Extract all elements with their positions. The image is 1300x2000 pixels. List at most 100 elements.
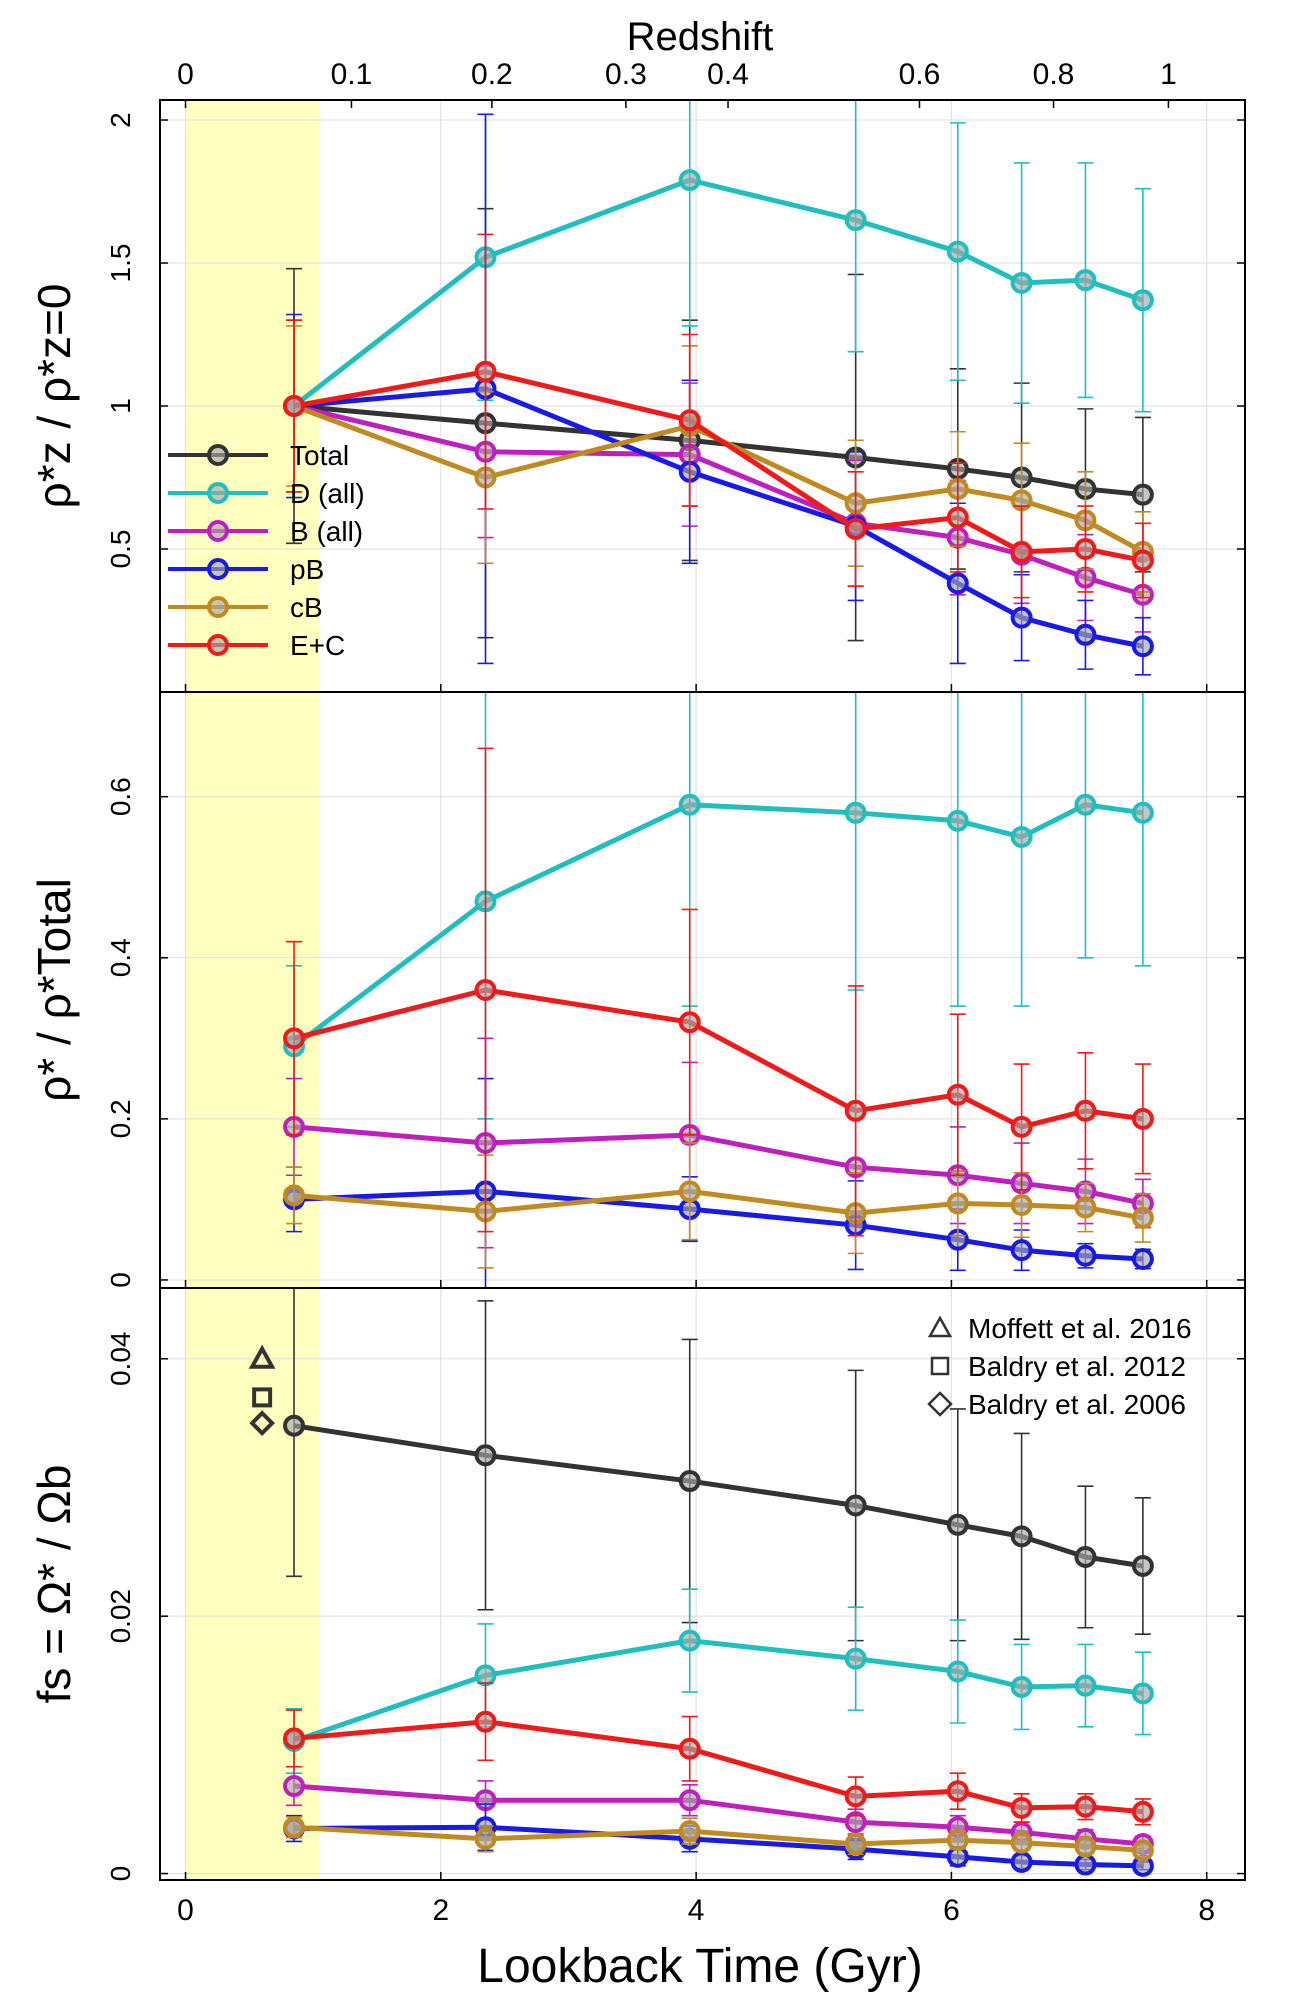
x-tick-label: 2	[432, 1894, 449, 1927]
series-e-c	[283, 1682, 1154, 1826]
data-point	[678, 1789, 701, 1812]
panel-top: 0.5 1 1.5 2 Total D (all) B (all) pB cB E+C ρ*z / …	[28, 99, 1246, 693]
data-point	[678, 1737, 701, 1760]
y-tick-label: 0.04	[105, 1332, 136, 1387]
x-axis-label: Lookback Time (Gyr)	[477, 1940, 922, 1993]
series-cb	[283, 1816, 1154, 1862]
data-point	[474, 1664, 497, 1687]
y-tick-label: 0.5	[105, 530, 136, 569]
data-point	[1074, 1545, 1097, 1568]
redshift-tick-label: 0.1	[331, 58, 373, 91]
y-tick-label: 1.5	[105, 244, 136, 283]
data-point	[1010, 1115, 1033, 1138]
legend-label: Moffett et al. 2016	[968, 1313, 1192, 1344]
data-point	[946, 506, 969, 529]
series-line	[293, 1719, 1144, 1815]
data-point	[1131, 1107, 1154, 1130]
data-point	[1010, 1525, 1033, 1548]
y-tick-label: 0.4	[105, 938, 136, 977]
data-point	[946, 240, 969, 263]
series-line	[293, 1423, 1144, 1569]
legend-label: E+C	[290, 630, 345, 661]
data-point	[1131, 1206, 1154, 1229]
legend: Total D (all) B (all) pB cB E+C	[168, 440, 365, 661]
data-point	[1010, 1239, 1033, 1262]
y-axis-label: fs = Ω* / Ωb	[28, 1465, 80, 1704]
data-point	[1074, 1244, 1097, 1267]
data-point	[474, 360, 497, 383]
data-point	[844, 1494, 867, 1517]
data-point	[1010, 1831, 1033, 1854]
data-point	[1074, 623, 1097, 646]
data-point	[1131, 1554, 1154, 1577]
data-point	[1131, 289, 1154, 312]
data-point	[946, 1829, 969, 1852]
data-point	[844, 1099, 867, 1122]
series-line	[293, 403, 1144, 598]
redshift-tick-label: 0.6	[899, 58, 941, 91]
legend-label: B (all)	[290, 516, 363, 547]
data-point	[1010, 1850, 1033, 1873]
data-point	[946, 1192, 969, 1215]
x-tick-label: 0	[177, 1894, 194, 1927]
data-point	[1131, 1839, 1154, 1862]
data-point	[1074, 1795, 1097, 1818]
legend-diamond-icon	[927, 1391, 953, 1417]
data-point	[474, 1827, 497, 1850]
y-tick-label: 0.2	[105, 1099, 136, 1138]
data-point	[678, 1820, 701, 1843]
x-tick-label: 8	[1198, 1894, 1215, 1927]
data-point	[1074, 1099, 1097, 1122]
data-point	[844, 1785, 867, 1808]
data-point	[1131, 1248, 1154, 1271]
ref-point-square	[252, 1387, 273, 1408]
y-tick-label: 2	[105, 112, 136, 128]
x-tick-label: 4	[688, 1894, 705, 1927]
data-point	[1010, 1194, 1033, 1217]
legend-marker	[207, 482, 229, 504]
series-e-c	[283, 233, 1154, 599]
legend-label: pB	[290, 554, 324, 585]
data-point	[678, 169, 701, 192]
legend-label: Baldry et al. 2012	[968, 1351, 1186, 1382]
data-point	[678, 409, 701, 432]
series-line	[293, 987, 1144, 1130]
data-point	[946, 1083, 969, 1106]
data-point	[946, 1780, 969, 1803]
redshift-tick-label: 0	[177, 58, 194, 91]
ref-point-diamond	[249, 1410, 275, 1436]
reference-legend: Moffett et al. 2016 Baldry et al. 2012 Bal…	[927, 1313, 1192, 1420]
redshift-tick-label: 0.4	[707, 58, 749, 91]
data-point	[946, 1513, 969, 1536]
y-tick-label: 0	[105, 1866, 136, 1882]
data-point	[283, 1184, 306, 1207]
data-point	[1074, 1674, 1097, 1697]
data-point	[1074, 1196, 1097, 1219]
data-point	[1010, 825, 1033, 848]
redshift-tick-label: 1	[1160, 58, 1177, 91]
series-line	[293, 403, 1145, 555]
data-point	[1074, 538, 1097, 561]
legend-marker	[207, 520, 229, 542]
series-d-all	[283, 692, 1154, 1128]
data-point	[946, 572, 969, 595]
legend-label: D (all)	[290, 478, 365, 509]
legend-marker	[207, 444, 229, 466]
y-axis-label: ρ* / ρ*Total	[28, 878, 80, 1102]
y-tick-label: 0.6	[105, 777, 136, 816]
data-point	[1010, 540, 1033, 563]
data-point	[474, 979, 497, 1001]
series-line	[292, 802, 1144, 1049]
data-point	[1131, 635, 1154, 658]
legend-label: Baldry et al. 2006	[968, 1389, 1186, 1420]
series-line	[293, 386, 1144, 649]
data-point	[844, 517, 867, 540]
data-point	[1074, 1853, 1097, 1876]
series-line	[292, 177, 1144, 408]
data-point	[946, 809, 969, 832]
data-point	[844, 1832, 867, 1855]
data-point	[1074, 1835, 1097, 1858]
data-point	[844, 209, 867, 232]
legend-marker	[207, 634, 229, 656]
legend-label: cB	[290, 592, 323, 623]
